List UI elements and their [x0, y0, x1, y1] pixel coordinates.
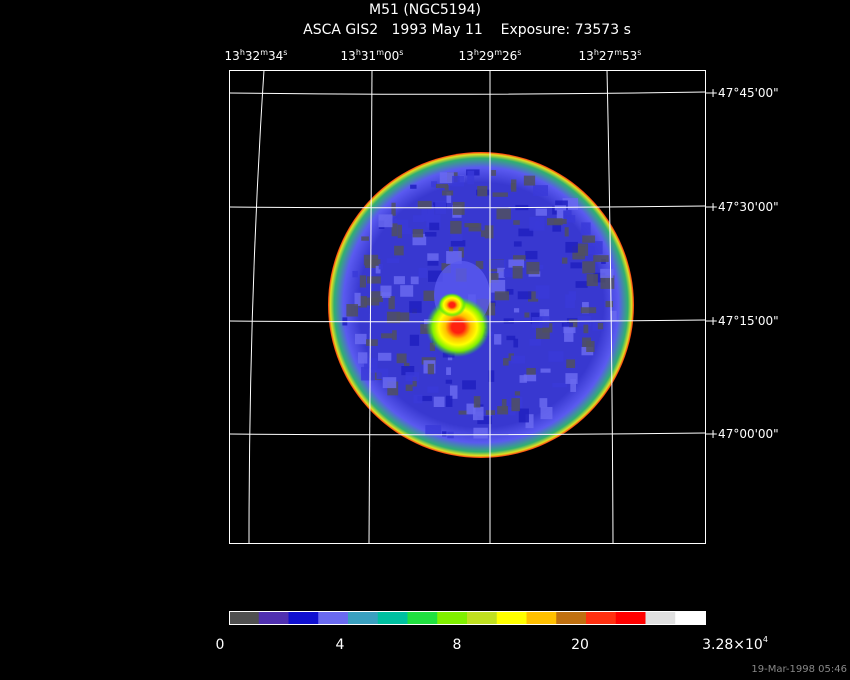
- timestamp: 19-Mar-1998 05:46: [751, 664, 847, 675]
- colorbar-max-label: 3.28×104: [702, 635, 768, 653]
- ra-label: 13h31m00s: [341, 48, 404, 63]
- dec-label: +47°45'00": [708, 86, 779, 100]
- colorbar-label: 20: [571, 637, 589, 653]
- title: M51 (NGC5194): [369, 2, 481, 18]
- ra-label: 13h29m26s: [459, 48, 522, 63]
- dec-label: +47°30'00": [708, 200, 779, 214]
- ra-label: 13h32m34s: [225, 48, 288, 63]
- colorbar: [229, 611, 706, 625]
- coordinate-grid: [228, 69, 711, 544]
- xray-image: [328, 152, 634, 458]
- dec-label: +47°15'00": [708, 314, 779, 328]
- colorbar-label: 8: [453, 637, 462, 653]
- ra-label: 13h27m53s: [579, 48, 642, 63]
- subtitle: ASCA GIS2 1993 May 11 Exposure: 73573 s: [303, 22, 631, 38]
- colorbar-label: 4: [336, 637, 345, 653]
- dec-label: +47°00'00": [708, 427, 779, 441]
- colorbar-label: 0: [216, 637, 225, 653]
